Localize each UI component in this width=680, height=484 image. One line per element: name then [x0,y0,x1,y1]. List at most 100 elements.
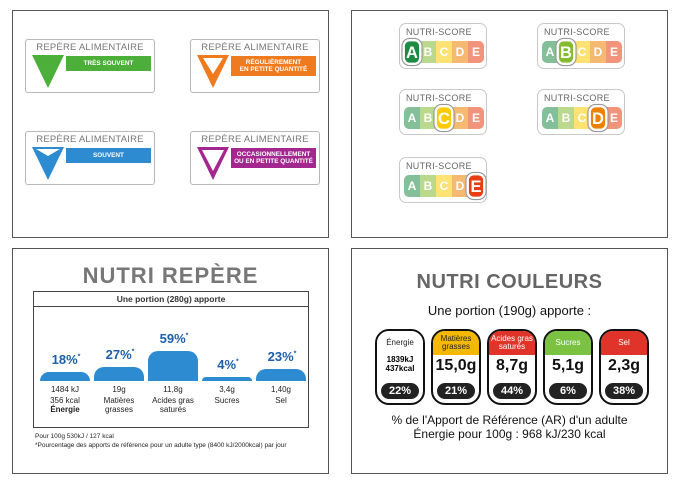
nutri-score-letter-e: E [606,41,622,63]
nutri-score-letter-b: B [420,41,436,63]
nutri-couleurs-percent: 44% [493,383,531,399]
nutri-repere-value: 3,4g Sucres [214,385,240,405]
nutri-couleurs-value: 437kcal [385,364,415,373]
repere-label-souvent: REPÈRE ALIMENTAIRE SOUVENT [25,131,155,185]
nutri-score-card-a: NUTRI-SCORE A B C D E [399,23,487,69]
nutri-score-letter-d: D [452,107,468,129]
nutri-couleurs-cell: Matières grasses 15,0g 21% [431,329,481,405]
nutri-score-letter-a: A [542,41,558,63]
band-line: RÉGULIÈREMENT [245,59,302,66]
nutri-couleurs-value: 8,7g [495,357,528,374]
nutri-couleurs-header: Matières grasses [433,331,479,355]
nutri-score-card-c: NUTRI-SCORE A B C D E [399,89,487,135]
nutri-couleurs-percent: 22% [381,383,419,399]
nutri-couleurs-title: NUTRI COULEURS [416,271,603,293]
nutri-repere-percent: 23%* [267,349,297,364]
nutri-repere-bar [256,369,306,381]
triangle-icon [197,147,229,180]
repere-label-regulierement: REPÈRE ALIMENTAIRE RÉGULIÈREMENT EN PETIT… [190,39,320,93]
nutri-repere-percent: 27%* [105,347,135,362]
nutri-repere-subtitle: Une portion (280g) apporte [34,294,308,307]
nutri-repere-value: 19g Matières grasses [103,385,135,414]
band-line: OU EN PETITE QUANTITÉ [234,158,313,165]
nutri-couleurs-value: 2,3g [607,357,640,374]
nutri-score-letter-e: E [466,173,486,199]
nutri-score-letter-a: A [402,39,422,65]
nutri-repere-value: 1484 kJ 356 kcal Énergie [50,385,80,414]
nutri-score-letter-c: C [574,41,590,63]
repere-title: REPÈRE ALIMENTAIRE [201,134,309,145]
nutri-repere-value: 11,8g Acides gras saturés [152,385,194,414]
nutri-score-letter-d: D [452,175,468,197]
nutri-score-title: NUTRI-SCORE [406,161,472,171]
nutri-repere-footnote: Pour 100g 530kJ / 127 kcal [35,433,114,440]
nutri-couleurs-value: 1839kJ [386,355,414,364]
nutri-score-letter-c: C [436,175,452,197]
triangle-icon [197,55,229,88]
nutri-couleurs-cell: Sucres 5,1g 6% [543,329,593,405]
nutri-couleurs-header: Acides gras saturés [489,331,535,355]
nutri-repere-percent: 59%* [159,331,189,346]
nutri-score-letter-a: A [404,175,420,197]
nutri-score-letter-c: C [436,41,452,63]
nutri-score-title: NUTRI-SCORE [544,27,610,37]
repere-title: REPÈRE ALIMENTAIRE [36,42,144,53]
nutri-couleurs-value: 5,1g [551,357,584,374]
nutri-couleurs-header: Sucres [545,331,591,355]
nutri-repere-percent: 4%* [217,357,239,372]
band-line: EN PETITE QUANTITÉ [239,66,308,73]
nutri-score-letter-d: D [588,105,608,131]
nutri-couleurs-value: 15,0g [435,357,477,374]
nutri-score-letter-c: C [574,107,590,129]
nutri-couleurs-header: Énergie [377,331,423,355]
triangle-icon [32,147,64,180]
repere-band: TRÈS SOUVENT [66,56,151,71]
nutri-repere-title: NUTRI REPÈRE [82,263,259,288]
repere-title: REPÈRE ALIMENTAIRE [36,134,144,145]
nutri-score-card-e: NUTRI-SCORE A B C D E [399,157,487,203]
repere-label-occasionnellement: REPÈRE ALIMENTAIRE OCCASIONNELLEMENT OU E… [190,131,320,185]
nutri-score-title: NUTRI-SCORE [406,27,472,37]
repere-title: REPÈRE ALIMENTAIRE [201,42,309,53]
nutri-couleurs-cell: Sel 2,3g 38% [599,329,649,405]
repere-alimentaire-panel: REPÈRE ALIMENTAIRE TRÈS SOUVENT REPÈRE A… [12,10,329,238]
nutri-score-letter-a: A [404,107,420,129]
repere-band: OCCASIONNELLEMENT OU EN PETITE QUANTITÉ [231,148,316,168]
nutri-score-letter-e: E [468,107,484,129]
nutri-repere-bar [94,367,144,381]
nutri-score-card-b: NUTRI-SCORE A B C D E [537,23,625,69]
nutri-score-letter-b: B [420,175,436,197]
nutri-score-card-d: NUTRI-SCORE A B C D E [537,89,625,135]
nutri-couleurs-footnote: % de l'Apport de Référence (AR) d'un adu… [391,413,628,427]
triangle-icon [32,55,64,88]
nutri-score-letter-c: C [434,105,454,131]
repere-label-tres-souvent: REPÈRE ALIMENTAIRE TRÈS SOUVENT [25,39,155,93]
nutri-score-letter-e: E [468,41,484,63]
nutri-repere-footnote: *Pourcentage des apports de référence po… [35,442,287,449]
nutri-couleurs-subtitle: Une portion (190g) apporte : [427,303,592,318]
band-line: OCCASIONNELLEMENT [236,151,311,158]
nutri-repere-bar [40,372,90,381]
nutri-couleurs-header: Sel [601,331,647,355]
nutri-couleurs-cell: Acides gras saturés 8,7g 44% [487,329,537,405]
nutri-couleurs-panel: NUTRI COULEURS Une portion (190g) apport… [351,248,668,474]
nutri-score-title: NUTRI-SCORE [544,93,610,103]
nutri-repere-box: Une portion (280g) apporte 18%* 1484 kJ 35… [33,291,309,428]
nutri-score-letter-a: A [542,107,558,129]
nutri-repere-value: 1,40g Sel [270,385,292,405]
repere-band: RÉGULIÈREMENT EN PETITE QUANTITÉ [231,56,316,76]
nutri-score-letter-d: D [452,41,468,63]
nutri-couleurs-percent: 6% [549,383,587,399]
nutri-repere-bar [148,351,198,381]
nutri-score-title: NUTRI-SCORE [406,93,472,103]
nutri-couleurs-footnote: Énergie pour 100g : 968 kJ/230 kcal [413,427,606,441]
nutri-score-letter-e: E [606,107,622,129]
nutri-couleurs-percent: 21% [437,383,475,399]
nutri-couleurs-cell: Énergie 1839kJ 437kcal 22% [375,329,425,405]
nutri-score-letter-b: B [558,107,574,129]
nutri-repere-percent: 18%* [51,352,81,367]
